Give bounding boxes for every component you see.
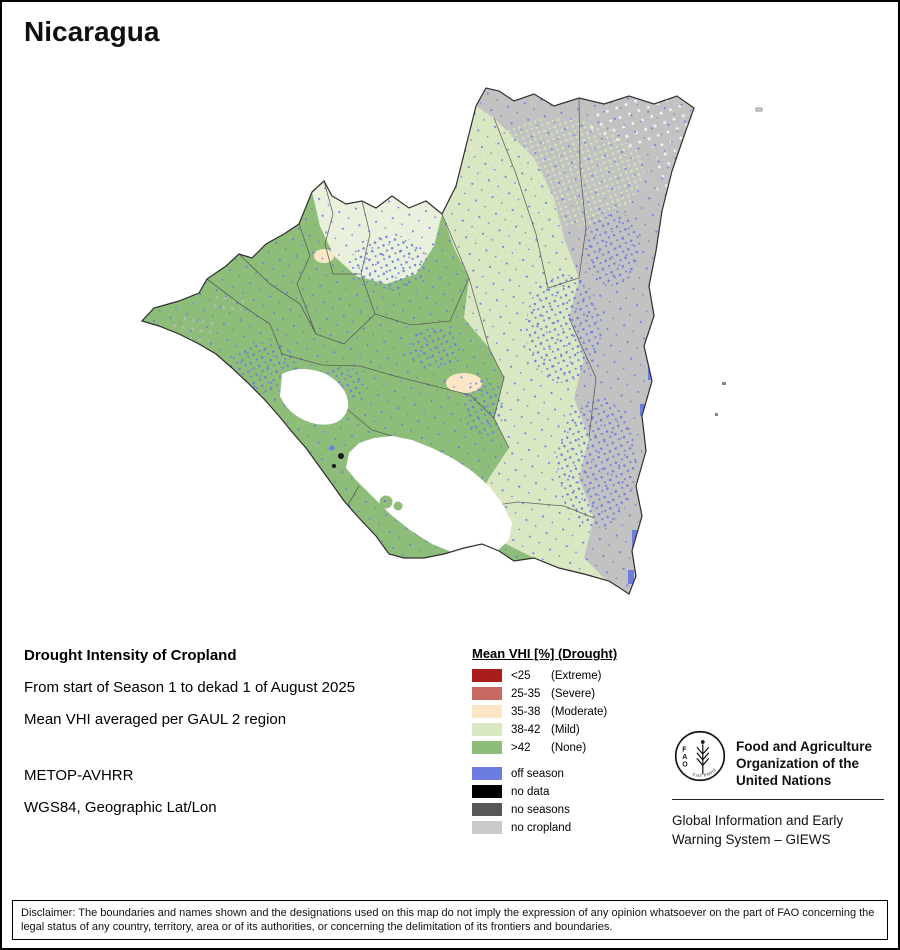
- fao-org-name: Food and Agriculture Organization of the…: [736, 728, 872, 789]
- org-line: United Nations: [736, 773, 832, 788]
- org-line: Food and Agriculture: [736, 739, 872, 754]
- lake-nicaragua: [346, 436, 512, 556]
- branding-divider: [672, 799, 884, 800]
- off-season-cluster: [556, 398, 636, 528]
- info-heading: Drought Intensity of Cropland: [24, 647, 237, 664]
- legend-label: (Severe): [551, 687, 596, 700]
- off-season-cluster: [351, 235, 427, 291]
- fao-letter: A: [682, 754, 687, 761]
- lake-managua: [280, 369, 349, 425]
- legend-label: no seasons: [511, 803, 570, 816]
- disclaimer-box: Disclaimer: The boundaries and names sho…: [12, 900, 888, 940]
- info-period: From start of Season 1 to dekad 1 of Aug…: [24, 679, 356, 696]
- legend-swatch-moderate: [472, 705, 502, 718]
- legend-row-moderate: 35-38 (Moderate): [472, 705, 692, 718]
- legend-label: (Mild): [551, 723, 580, 736]
- wheat-ear-icon: [696, 744, 710, 775]
- no-data-speck: [332, 464, 336, 468]
- legend-range: <25: [511, 669, 531, 682]
- legend: Mean VHI [%] (Drought) <25 (Extreme) 25-…: [472, 646, 692, 839]
- legend-label: no data: [511, 785, 550, 798]
- legend-swatch-no-data: [472, 785, 502, 798]
- info-method: Mean VHI averaged per GAUL 2 region: [24, 711, 287, 728]
- legend-row-mild: 38-42 (Mild): [472, 723, 692, 736]
- legend-row-off-season: off season: [472, 767, 692, 780]
- legend-extras: off season no data no seasons no croplan…: [472, 767, 692, 834]
- legend-range: >42: [511, 741, 531, 754]
- org-line: Organization of the: [736, 756, 859, 771]
- legend-swatch-severe: [472, 687, 502, 700]
- off-season-cluster: [584, 210, 640, 286]
- map-canvas: [140, 87, 763, 595]
- country-outline: [140, 87, 695, 595]
- legend-swatch-mild: [472, 723, 502, 736]
- legend-range: 35-38: [511, 705, 541, 718]
- legend-range: 25-35: [511, 687, 541, 700]
- legend-label: (Extreme): [551, 669, 602, 682]
- legend-range: 38-42: [511, 723, 541, 736]
- no-data-speck: [338, 453, 344, 459]
- map-info-block: Drought Intensity of Cropland From start…: [24, 647, 355, 831]
- fao-branding: F A O FIAT PANIS Food and Agriculture Or…: [672, 728, 886, 849]
- off-season-cluster: [408, 328, 460, 368]
- legend-row-no-seasons: no seasons: [472, 803, 692, 816]
- legend-row-no-data: no data: [472, 785, 692, 798]
- giews-line: Warning System – GIEWS: [672, 832, 831, 847]
- coastal-lagoon-patch: [628, 570, 634, 584]
- legend-label: (Moderate): [551, 705, 608, 718]
- legend-swatch-extreme: [472, 669, 502, 682]
- legend-label: no cropland: [511, 821, 572, 834]
- off-season-speck: [329, 445, 335, 451]
- nicaragua-map: [134, 78, 774, 620]
- info-projection: WGS84, Geographic Lat/Lon: [24, 799, 217, 816]
- legend-row-severe: 25-35 (Severe): [472, 687, 692, 700]
- legend-swatch-no-cropland: [472, 821, 502, 834]
- page-title: Nicaragua: [24, 16, 160, 47]
- legend-row-no-cropland: no cropland: [472, 821, 692, 834]
- giews-line: Global Information and Early: [672, 813, 844, 828]
- legend-swatch-off-season: [472, 767, 502, 780]
- ometepe-island: [393, 501, 403, 511]
- corn-island: [715, 413, 718, 416]
- giews-name: Global Information and Early Warning Sys…: [672, 811, 886, 849]
- off-season-cluster: [526, 273, 602, 383]
- off-season-cluster: [230, 342, 298, 394]
- fao-letter: O: [682, 761, 688, 768]
- legend-swatch-no-seasons: [472, 803, 502, 816]
- fao-letter: F: [682, 746, 687, 753]
- off-season-speck: [384, 500, 386, 502]
- corn-island: [722, 382, 726, 385]
- info-sensor: METOP-AVHRR: [24, 767, 134, 784]
- legend-label: off season: [511, 767, 564, 780]
- legend-row-extreme: <25 (Extreme): [472, 669, 692, 682]
- legend-title: Mean VHI [%] (Drought): [472, 646, 618, 661]
- legend-row-none: >42 (None): [472, 741, 692, 754]
- legend-swatch-none: [472, 741, 502, 754]
- legend-label: (None): [551, 741, 587, 754]
- offshore-cay: [755, 107, 763, 112]
- fao-logo-icon: F A O FIAT PANIS: [674, 730, 726, 782]
